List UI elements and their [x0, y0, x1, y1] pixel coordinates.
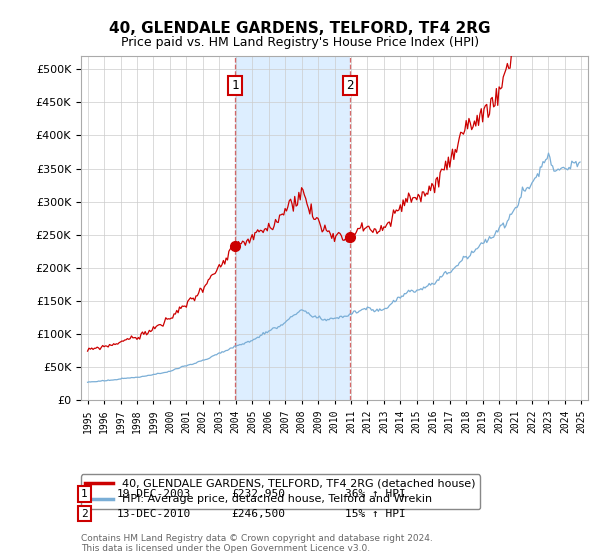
Text: Price paid vs. HM Land Registry's House Price Index (HPI): Price paid vs. HM Land Registry's House …	[121, 36, 479, 49]
Text: 19-DEC-2003: 19-DEC-2003	[117, 489, 191, 499]
Text: 2: 2	[347, 80, 354, 92]
Text: £246,500: £246,500	[231, 508, 285, 519]
Text: 1: 1	[232, 80, 239, 92]
Text: 13-DEC-2010: 13-DEC-2010	[117, 508, 191, 519]
Text: 2: 2	[81, 508, 88, 519]
Text: 36% ↑ HPI: 36% ↑ HPI	[345, 489, 406, 499]
Text: Contains HM Land Registry data © Crown copyright and database right 2024.
This d: Contains HM Land Registry data © Crown c…	[81, 534, 433, 553]
Legend: 40, GLENDALE GARDENS, TELFORD, TF4 2RG (detached house), HPI: Average price, det: 40, GLENDALE GARDENS, TELFORD, TF4 2RG (…	[81, 474, 480, 509]
Text: £232,950: £232,950	[231, 489, 285, 499]
Text: 15% ↑ HPI: 15% ↑ HPI	[345, 508, 406, 519]
Text: 40, GLENDALE GARDENS, TELFORD, TF4 2RG: 40, GLENDALE GARDENS, TELFORD, TF4 2RG	[109, 21, 491, 36]
Bar	[235, 56, 350, 400]
Text: 1: 1	[81, 489, 88, 499]
